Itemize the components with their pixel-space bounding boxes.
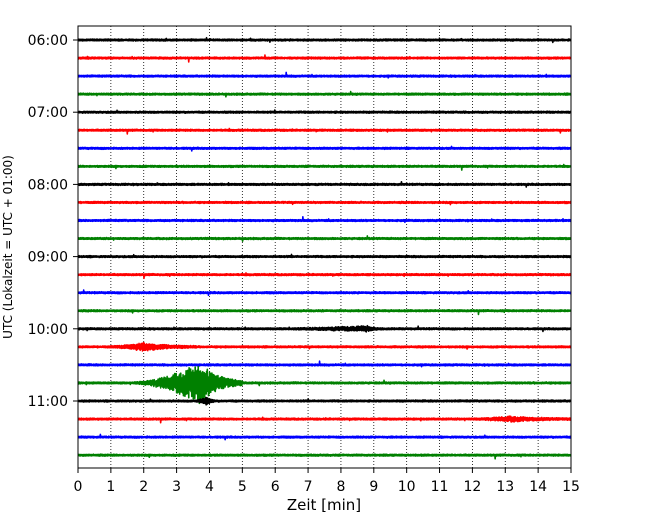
seismic-trace — [78, 71, 571, 79]
x-tick-label: 3 — [172, 479, 181, 495]
x-tick-label: 15 — [562, 479, 580, 495]
y-tick-label: 08:00 — [28, 177, 68, 193]
x-tick-label: 8 — [336, 479, 345, 495]
x-tick-label: 2 — [139, 479, 148, 495]
y-tick-label: 10:00 — [28, 322, 68, 338]
seismic-trace — [78, 36, 571, 44]
plot-background — [78, 26, 571, 468]
seismic-trace — [78, 54, 571, 63]
seismic-trace — [78, 308, 571, 316]
x-tick-label: 7 — [304, 479, 313, 495]
seismic-trace — [78, 180, 571, 188]
seismic-trace — [78, 396, 571, 406]
x-tick-label: 9 — [369, 479, 378, 495]
seismic-trace — [78, 289, 571, 297]
seismic-trace — [78, 453, 571, 460]
x-tick-label: 5 — [238, 479, 247, 495]
x-tick-label: 0 — [74, 479, 83, 495]
seismic-trace — [78, 216, 571, 224]
y-axis-label: UTC (Lokalzeit = UTC + 01:00) — [1, 155, 15, 339]
seismic-trace — [78, 272, 571, 280]
y-tick-label: 09:00 — [28, 250, 68, 266]
seismic-trace — [78, 109, 571, 115]
x-tick-label: 4 — [205, 479, 214, 495]
seismic-trace — [78, 253, 571, 259]
seismic-trace — [78, 127, 571, 135]
x-tick-label: 12 — [463, 479, 481, 495]
seismic-trace — [78, 145, 571, 152]
x-tick-label: 1 — [106, 479, 115, 495]
seismic-trace — [78, 341, 571, 352]
x-tick-label: 11 — [431, 479, 449, 495]
x-axis-label: Zeit [min] — [287, 496, 361, 514]
seismic-trace — [78, 324, 571, 333]
trace-group — [78, 36, 571, 460]
seismic-trace — [78, 415, 571, 424]
plot-frame — [77, 25, 572, 469]
seismic-trace — [78, 200, 571, 206]
seismic-trace — [78, 235, 571, 242]
y-tick-label: 07:00 — [28, 105, 68, 121]
y-tick-label: 06:00 — [28, 33, 68, 49]
x-tick-label: 6 — [271, 479, 280, 495]
x-tick-label: 13 — [496, 479, 514, 495]
x-tick-label: 10 — [398, 479, 416, 495]
seismic-trace — [78, 90, 571, 98]
seismic-trace — [78, 360, 571, 368]
y-tick-label: 11:00 — [28, 394, 68, 410]
x-tick-label: 14 — [529, 479, 547, 495]
seismic-trace — [78, 163, 571, 171]
x-axis: 0 1 2 3 4 5 6 7 8 9 10 11 12 13 14 15 — [74, 468, 580, 495]
y-axis: 06:00 07:00 08:00 09:00 10:00 11:00 — [28, 33, 78, 410]
seismic-trace — [78, 433, 571, 441]
seismic-trace — [78, 365, 571, 405]
